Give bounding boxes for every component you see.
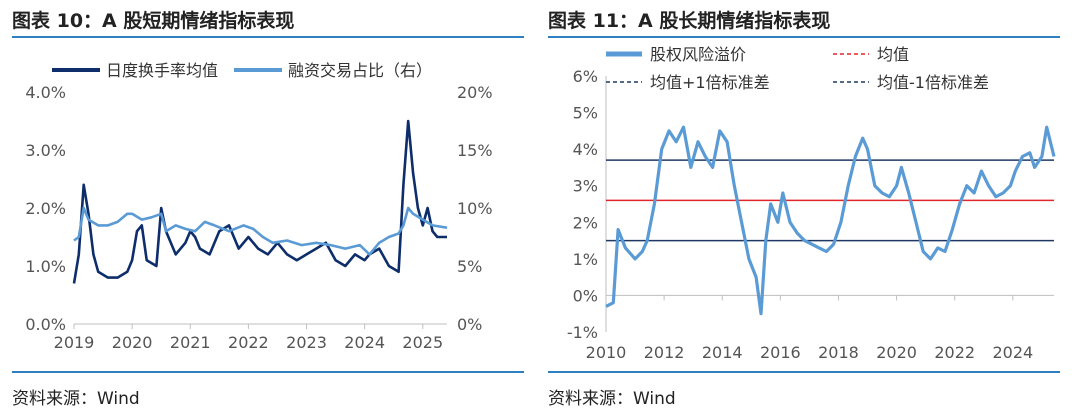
x-tick-label: 2012 xyxy=(644,343,685,362)
legend-label: 均值 xyxy=(877,45,909,64)
y-tick-label: 2% xyxy=(573,213,598,232)
y-right-tick-label: 10% xyxy=(457,199,493,218)
y-right-tick-label: 15% xyxy=(457,141,493,160)
series-line-1 xyxy=(72,119,447,284)
legend-label: 均值-1倍标准差 xyxy=(877,73,989,92)
legend-label: 日度换手率均值 xyxy=(106,61,218,80)
y-left-tick-label: 1.0% xyxy=(25,257,66,276)
y-tick-label: 4% xyxy=(573,140,598,159)
x-tick-label: 2022 xyxy=(934,343,975,362)
source-note: 资料来源：Wind xyxy=(548,389,676,409)
x-tick-label: 2022 xyxy=(228,333,269,352)
x-tick-label: 2024 xyxy=(344,333,385,352)
chart-panel-right: 图表 11：A 股长期情绪指标表现 -1% 0% 1% 2% 3% 4% 5% 6% 2010 2… xyxy=(548,0,1068,416)
x-tick-label: 2010 xyxy=(586,343,627,362)
chart-right: -1% 0% 1% 2% 3% 4% 5% 6% 2010 2012 2014 2016 2018 202… xyxy=(567,45,1056,362)
legend-label: 均值+1倍标准差 xyxy=(650,73,770,92)
legend-label: 股权风险溢价 xyxy=(650,45,746,64)
y-left-tick-label: 4.0% xyxy=(25,83,66,102)
chart-left: 0.0% 1.0% 2.0% 3.0% 4.0% 0% 5% 10% 15% 20% 2019 202… xyxy=(25,61,493,352)
y-right-tick-label: 0% xyxy=(457,315,482,334)
y-left-tick-label: 2.0% xyxy=(25,199,66,218)
legend-label: 融资交易占比（右） xyxy=(288,61,432,80)
series-line-erp xyxy=(605,125,1056,316)
title-rule xyxy=(12,36,524,38)
chart-title: 图表 11：A 股长期情绪指标表现 xyxy=(548,10,831,32)
source-rule xyxy=(548,371,1060,373)
y-tick-label: 6% xyxy=(573,67,598,86)
x-tick-label: 2016 xyxy=(760,343,801,362)
x-tick-label: 2020 xyxy=(876,343,917,362)
x-tick-label: 2020 xyxy=(112,333,153,352)
x-tick-label: 2023 xyxy=(286,333,327,352)
y-tick-label: -1% xyxy=(567,323,598,342)
title-rule xyxy=(548,36,1060,38)
y-tick-label: 3% xyxy=(573,177,598,196)
chart-title: 图表 10：A 股短期情绪指标表现 xyxy=(12,10,295,32)
x-tick-label: 2018 xyxy=(818,343,859,362)
source-note: 资料来源：Wind xyxy=(12,389,140,409)
series-line-2 xyxy=(73,206,448,256)
y-tick-label: 0% xyxy=(573,286,598,305)
y-tick-label: 5% xyxy=(573,104,598,123)
y-left-tick-label: 3.0% xyxy=(25,141,66,160)
y-left-tick-label: 0.0% xyxy=(25,315,66,334)
source-rule xyxy=(12,371,524,373)
chart-panel-left: 图表 10：A 股短期情绪指标表现 0.0% 1.0% 2.0% 3.0% 4.0% 0%… xyxy=(12,0,532,416)
x-tick-label: 2014 xyxy=(702,343,743,362)
x-tick-label: 2019 xyxy=(54,333,95,352)
y-tick-label: 1% xyxy=(573,250,598,269)
x-tick-label: 2024 xyxy=(992,343,1033,362)
x-tick-label: 2021 xyxy=(170,333,211,352)
x-tick-label: 2025 xyxy=(402,333,443,352)
y-right-tick-label: 5% xyxy=(457,257,482,276)
y-right-tick-label: 20% xyxy=(457,83,493,102)
legend: 日度换手率均值 融资交易占比（右） xyxy=(52,61,432,80)
